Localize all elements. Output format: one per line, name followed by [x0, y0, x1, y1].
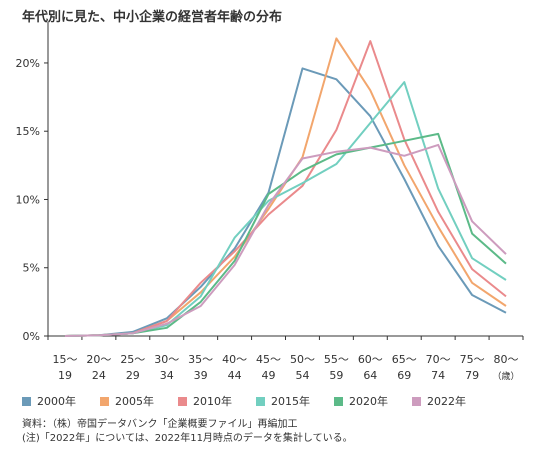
legend-label: 2010年 — [193, 395, 232, 408]
x-tick-label: 70～ — [426, 353, 451, 366]
series-line-2005年 — [64, 37, 507, 337]
legend-swatch — [256, 396, 265, 406]
x-tick-label: 39 — [194, 369, 208, 382]
legend-swatch — [100, 396, 109, 406]
x-tick-label: 49 — [262, 369, 276, 382]
y-tick-label: 15% — [16, 125, 40, 138]
x-tick-label: 80～ — [494, 353, 519, 366]
legend-item: 2005年 — [100, 393, 178, 409]
x-tick-label: 24 — [92, 369, 106, 382]
source-notes: 資料：（株）帝国データバンク「企業概要ファイル」再編加工 (注)「2022年」に… — [22, 418, 353, 446]
series-line-2020年 — [64, 132, 507, 337]
x-tick-label: 20～ — [86, 353, 111, 366]
x-tick-label: 40～ — [222, 353, 247, 366]
source-line: 資料：（株）帝国データバンク「企業概要ファイル」再編加工 — [22, 419, 298, 430]
series-line-2022年 — [64, 143, 507, 337]
x-tick-label: 34 — [160, 369, 174, 382]
x-tick-label: 55～ — [324, 353, 349, 366]
legend-item: 2015年 — [256, 393, 334, 409]
y-tick-label: 5% — [23, 262, 40, 275]
x-tick-label: 64 — [363, 369, 377, 382]
x-tick-label: 75～ — [460, 353, 485, 366]
x-tick-label: 30～ — [154, 353, 179, 366]
legend-swatch — [178, 396, 187, 406]
x-tick-label: 35～ — [188, 353, 213, 366]
x-tick-label: 65～ — [392, 353, 417, 366]
legend-item: 2010年 — [178, 393, 256, 409]
x-tick-label: 50～ — [290, 353, 315, 366]
line-chart: 0% 5% 10% 15% 20% 15～ 19 20～ 24 25～ 29 30～ 34 35～ 39 40… — [16, 22, 524, 382]
legend-label: 2020年 — [349, 395, 388, 408]
legend-label: 2015年 — [271, 395, 310, 408]
y-tick-label: 20% — [16, 57, 40, 70]
x-tick-label: 69 — [397, 369, 411, 382]
x-tick-label: 25～ — [120, 353, 145, 366]
x-tick-label: 59 — [329, 369, 343, 382]
legend-swatch — [22, 396, 31, 406]
note-line: (注)「2022年」については、2022年11月時点のデータを集計している。 — [22, 433, 353, 444]
legend-label: 2022年 — [427, 395, 466, 408]
x-tick-label: 54 — [295, 369, 309, 382]
x-tick-label: 29 — [126, 369, 140, 382]
y-tick-label: 0% — [23, 330, 40, 343]
chart-title: 年代別に見た、中小企業の経営者年齢の分布 — [22, 10, 283, 25]
legend-swatch — [412, 396, 421, 406]
x-tick-label: 45～ — [256, 353, 281, 366]
legend-label: 2000年 — [37, 395, 76, 408]
y-tick-label: 10% — [16, 193, 40, 206]
legend-item: 2000年 — [22, 393, 100, 409]
series-line-2015年 — [64, 81, 507, 337]
chart-legend: 2000年 2005年 2010年 2015年 2020年 2022年 — [22, 393, 490, 409]
legend-swatch — [334, 396, 343, 406]
series-line-2010年 — [64, 40, 507, 337]
x-tick-label: 15～ — [52, 353, 77, 366]
x-tick-label: 79 — [465, 369, 479, 382]
x-tick-label: 74 — [431, 369, 445, 382]
x-tick-label: （歳） — [493, 370, 520, 382]
x-tick-label: 60～ — [358, 353, 383, 366]
legend-item: 2022年 — [412, 393, 490, 409]
x-tick-label: 19 — [58, 369, 72, 382]
series-line-2000年 — [64, 67, 507, 337]
legend-item: 2020年 — [334, 393, 412, 409]
legend-label: 2005年 — [115, 395, 154, 408]
x-tick-label: 44 — [228, 369, 242, 382]
